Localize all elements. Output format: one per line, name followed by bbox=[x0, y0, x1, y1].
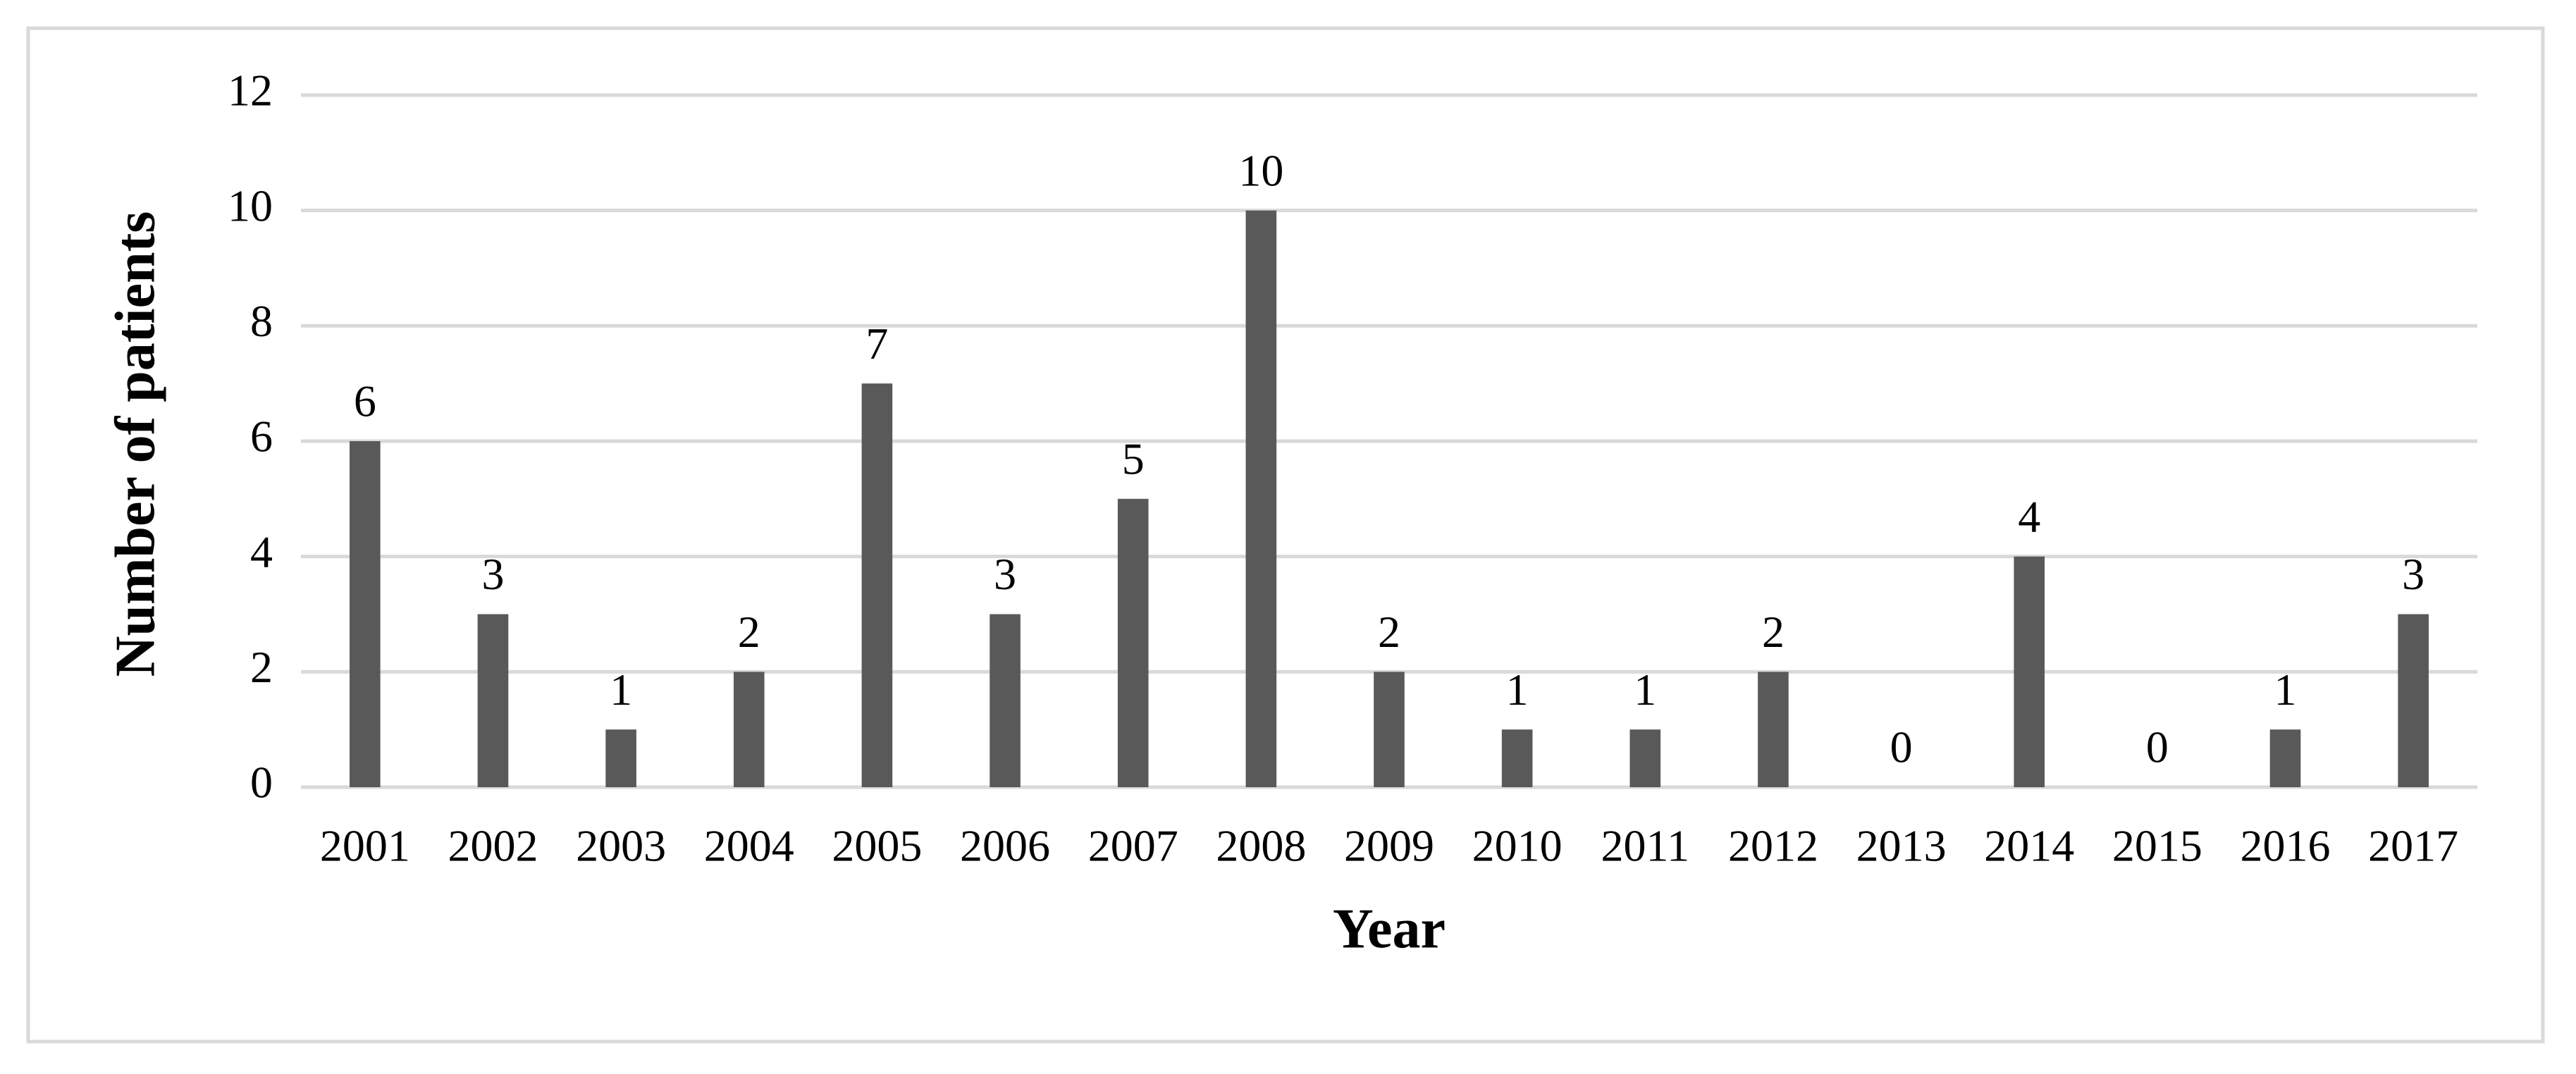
y-tick-label: 12 bbox=[228, 66, 273, 116]
x-tick-label: 2003 bbox=[576, 821, 666, 871]
y-tick-label: 2 bbox=[250, 642, 273, 692]
data-label: 4 bbox=[2018, 491, 2040, 541]
data-label: 1 bbox=[610, 665, 632, 715]
x-tick-label: 2011 bbox=[1601, 821, 1689, 871]
data-label: 2 bbox=[738, 607, 760, 657]
data-label: 1 bbox=[2274, 665, 2297, 715]
y-tick-label: 4 bbox=[250, 526, 273, 576]
y-tick-label: 10 bbox=[228, 180, 273, 230]
bar bbox=[861, 383, 893, 787]
data-label: 3 bbox=[994, 549, 1016, 599]
y-tick-label: 6 bbox=[250, 412, 273, 462]
bar bbox=[1374, 672, 1405, 787]
bar bbox=[733, 672, 765, 787]
bar bbox=[990, 614, 1021, 787]
x-tick-label: 2002 bbox=[448, 821, 538, 871]
x-tick-label: 2009 bbox=[1344, 821, 1434, 871]
x-tick-label: 2013 bbox=[1856, 821, 1947, 871]
bar bbox=[477, 614, 509, 787]
data-label: 10 bbox=[1238, 145, 1283, 195]
x-tick-label: 2012 bbox=[1728, 821, 1818, 871]
y-tick-label: 0 bbox=[250, 758, 273, 808]
bar bbox=[1501, 729, 1533, 787]
x-tick-label: 2010 bbox=[1472, 821, 1563, 871]
x-tick-label: 2008 bbox=[1216, 821, 1306, 871]
x-tick-label: 2006 bbox=[960, 821, 1050, 871]
chart-border bbox=[26, 26, 2545, 1044]
bar bbox=[350, 441, 381, 787]
y-axis-title: Number of patients bbox=[104, 211, 166, 677]
data-label: 6 bbox=[354, 376, 376, 426]
data-label: 3 bbox=[2402, 549, 2424, 599]
x-tick-label: 2005 bbox=[832, 821, 922, 871]
bar bbox=[1629, 729, 1661, 787]
bar bbox=[1758, 672, 1789, 787]
bar bbox=[2269, 729, 2301, 787]
bar bbox=[1117, 498, 1149, 787]
x-tick-label: 2015 bbox=[2112, 821, 2202, 871]
data-label: 2 bbox=[1378, 607, 1400, 657]
bar bbox=[1245, 210, 1277, 788]
data-label: 0 bbox=[2146, 722, 2169, 772]
x-tick-label: 2016 bbox=[2241, 821, 2331, 871]
data-label: 3 bbox=[481, 549, 504, 599]
x-tick-label: 2007 bbox=[1088, 821, 1178, 871]
data-label: 2 bbox=[1762, 607, 1785, 657]
bar bbox=[2014, 556, 2045, 787]
data-label: 0 bbox=[1890, 722, 1913, 772]
x-tick-label: 2004 bbox=[704, 821, 794, 871]
data-label: 1 bbox=[1506, 665, 1529, 715]
x-tick-label: 2014 bbox=[1984, 821, 2074, 871]
y-tick-label: 8 bbox=[250, 296, 273, 346]
data-label: 5 bbox=[1122, 434, 1145, 484]
bar bbox=[605, 729, 636, 787]
x-tick-label: 2001 bbox=[320, 821, 410, 871]
data-label: 7 bbox=[865, 319, 888, 369]
x-tick-label: 2017 bbox=[2368, 821, 2458, 871]
x-axis-title: Year bbox=[1333, 898, 1446, 960]
bar bbox=[2398, 614, 2429, 787]
data-label: 1 bbox=[1634, 665, 1656, 715]
